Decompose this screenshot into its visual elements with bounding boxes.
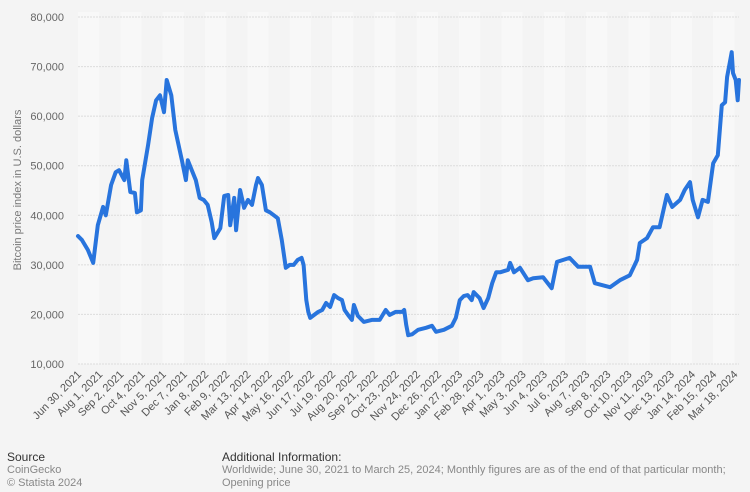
additional-info-block: Additional Information: Worldwide; June …	[222, 451, 750, 490]
additional-info-heading: Additional Information:	[222, 450, 342, 464]
background-bands	[78, 12, 735, 364]
source-block: Source CoinGecko © Statista 2024	[7, 451, 82, 490]
background-band	[459, 12, 481, 364]
y-tick-label: 10,000	[30, 359, 64, 371]
bitcoin-price-chart: 10,000 20,000 30,000 40,000 50,000 60,000 70,0…	[12, 12, 741, 425]
background-band	[543, 12, 565, 364]
background-band	[332, 12, 354, 364]
y-tick-label: 40,000	[30, 210, 64, 222]
background-band	[713, 12, 735, 364]
source-name[interactable]: CoinGecko	[7, 464, 62, 476]
background-band	[162, 12, 184, 364]
y-tick-label: 50,000	[30, 161, 64, 173]
background-band	[247, 12, 269, 364]
series-line	[76, 50, 741, 338]
background-band	[416, 12, 438, 364]
y-axis-title: Bitcoin price index in U.S. dollars	[12, 109, 24, 270]
background-band	[205, 12, 227, 364]
background-band	[374, 12, 396, 364]
background-band	[501, 12, 523, 364]
background-band	[670, 12, 693, 364]
y-tick-label: 70,000	[30, 62, 64, 74]
source-heading: Source	[7, 450, 46, 464]
y-tick-label: 30,000	[30, 260, 64, 272]
background-band	[628, 12, 650, 364]
gridlines	[78, 16, 739, 365]
y-axis-ticks: 10,000 20,000 30,000 40,000 50,000 60,000 70,0…	[30, 12, 64, 371]
y-tick-label: 20,000	[30, 309, 64, 321]
copyright: © Statista 2024	[7, 477, 83, 489]
y-tick-label: 80,000	[30, 12, 64, 24]
additional-info-text: Worldwide; June 30, 2021 to March 25, 20…	[222, 464, 726, 489]
background-band	[586, 12, 608, 364]
background-band	[78, 12, 100, 364]
y-tick-label: 60,000	[30, 111, 64, 123]
